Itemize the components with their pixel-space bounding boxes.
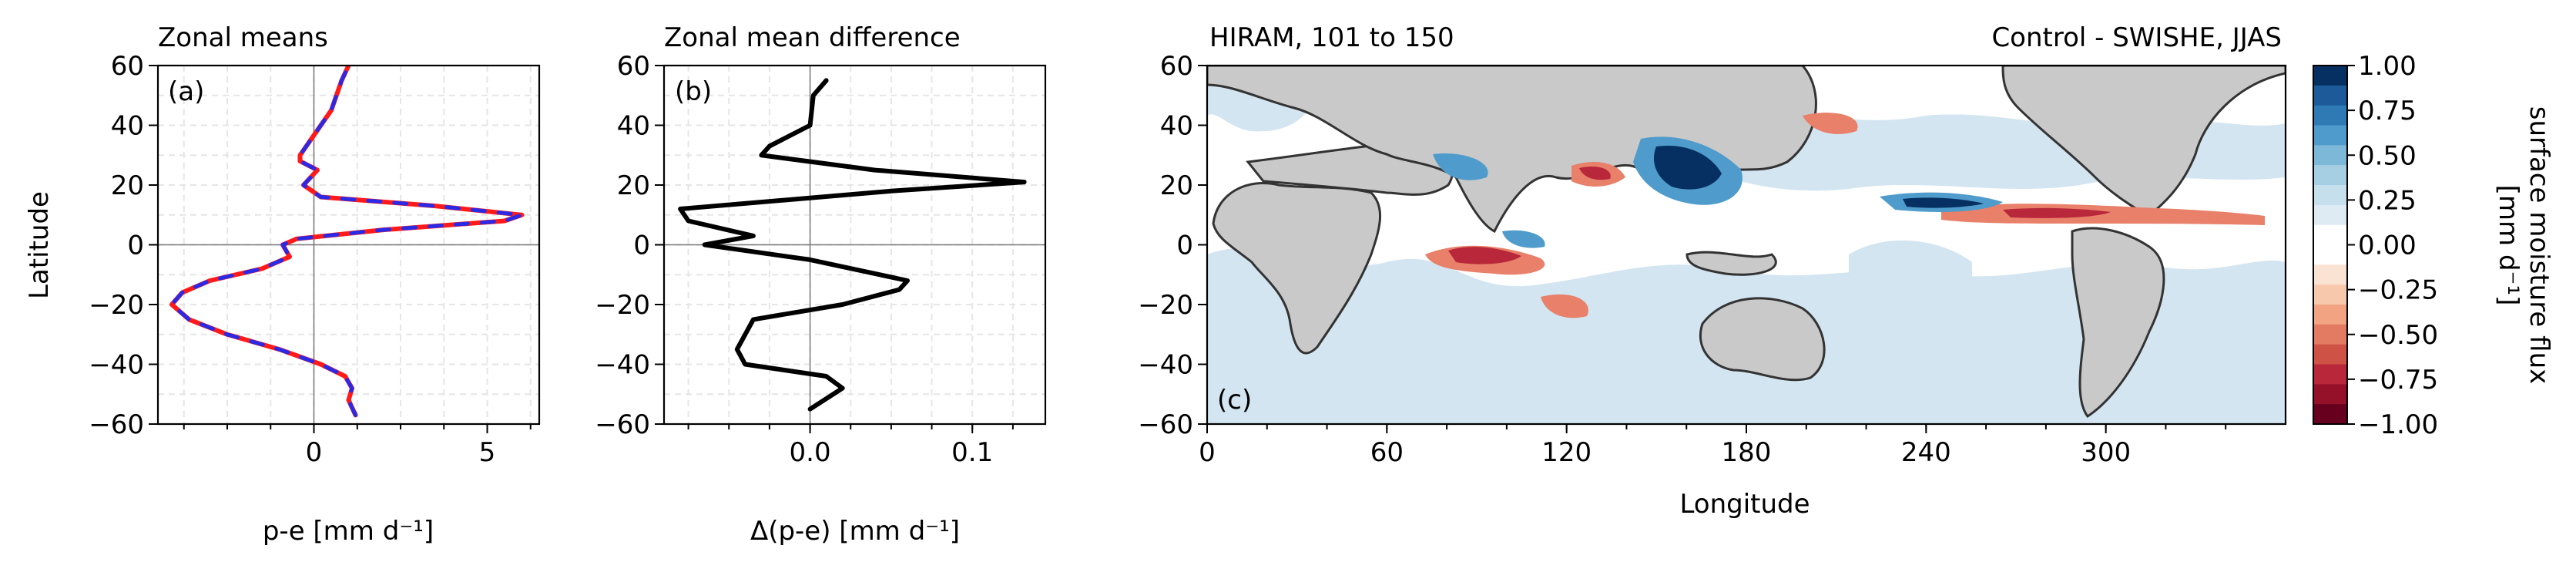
panel-b-xlabel: Δ(p-e) [mm d⁻¹] bbox=[750, 516, 960, 547]
b-ytick-label: 40 bbox=[617, 111, 650, 142]
panel-b: Zonal mean difference −60 −40 −20 0 20 40 60 0.… bbox=[595, 22, 1047, 547]
a-ytick-label: −20 bbox=[89, 290, 144, 321]
colorbar-cell bbox=[2313, 165, 2347, 186]
panel-b-zero-line bbox=[664, 66, 1045, 424]
panel-c-title-right: Control - SWISHE, JJAS bbox=[1991, 22, 2282, 53]
colorbar-label-line2: [mm d⁻¹] bbox=[2493, 185, 2524, 306]
b-xtick-label: 0.0 bbox=[790, 437, 831, 468]
panel-a-title: Zonal means bbox=[158, 22, 328, 53]
a-series-line-0 bbox=[169, 66, 525, 418]
colorbar-cell bbox=[2313, 264, 2347, 285]
c-xtick-label: 120 bbox=[1541, 437, 1592, 468]
panel-b-series bbox=[678, 78, 1027, 412]
colorbar-ticks: 1.00 0.75 0.50 0.25 0.00 −0.25 −0.50 −0.75 −1.00 bbox=[2347, 51, 2438, 440]
b-ytick-label: 60 bbox=[617, 51, 650, 82]
a-ytick-label: 60 bbox=[111, 51, 144, 82]
c-xtick-label: 300 bbox=[2081, 437, 2131, 468]
panel-a-zero-line bbox=[158, 66, 539, 424]
a-ytick-label: 40 bbox=[111, 111, 144, 142]
c-ytick-label: −20 bbox=[1138, 290, 1193, 321]
map-strong-positive bbox=[1653, 146, 1984, 208]
colorbar-tick-label: 1.00 bbox=[2358, 51, 2417, 82]
c-ytick-label: 60 bbox=[1160, 51, 1193, 82]
colorbar-cell bbox=[2313, 324, 2347, 345]
panel-c-label: (c) bbox=[1217, 385, 1252, 416]
colorbar-cell bbox=[2313, 305, 2347, 325]
panel-a-xlabel: p-e [mm d⁻¹] bbox=[263, 516, 434, 547]
colorbar-cell bbox=[2313, 204, 2347, 226]
panel-a-ylabel: Latitude bbox=[24, 191, 55, 299]
colorbar-cell bbox=[2313, 244, 2347, 265]
colorbar-cell bbox=[2313, 404, 2347, 425]
panel-b-ticks: −60 −40 −20 0 20 40 60 0.0 0.1 bbox=[595, 51, 1014, 468]
b-ytick-label: −60 bbox=[595, 409, 650, 440]
panel-a-ticks: −60 −40 −20 0 20 40 60 0 5 bbox=[89, 51, 532, 468]
colorbar-tick-label: −0.50 bbox=[2358, 320, 2438, 351]
panel-c: HIRAM, 101 to 150 Control - SWISHE, JJAS bbox=[1138, 22, 2287, 520]
a-xtick-label: 0 bbox=[306, 437, 323, 468]
b-series-line-0 bbox=[678, 78, 1027, 412]
colorbar-cell bbox=[2313, 66, 2347, 86]
colorbar-cell bbox=[2313, 284, 2347, 305]
a-xtick-label: 5 bbox=[479, 437, 496, 468]
colorbar-cell bbox=[2313, 384, 2347, 405]
colorbar-cells bbox=[2313, 66, 2347, 425]
panel-c-title: HIRAM, 101 to 150 bbox=[1209, 22, 1454, 53]
colorbar-tick-label: 0.00 bbox=[2358, 231, 2417, 261]
map-land bbox=[1207, 66, 2286, 419]
colorbar-tick-label: 0.75 bbox=[2358, 96, 2417, 126]
c-xtick-label: 240 bbox=[1901, 437, 1951, 468]
c-ytick-label: −40 bbox=[1138, 350, 1193, 381]
colorbar-tick-label: −0.25 bbox=[2358, 275, 2438, 306]
a-series-line-1 bbox=[169, 66, 524, 417]
colorbar: 1.00 0.75 0.50 0.25 0.00 −0.25 −0.50 −0.75 −1.00… bbox=[2313, 51, 2554, 440]
panel-c-ticks: −60 −40 −20 0 20 40 60 0 60 120 180 240 300 bbox=[1138, 51, 2227, 468]
c-ytick-label: −60 bbox=[1138, 409, 1193, 440]
colorbar-label-line1: surface moisture flux bbox=[2524, 106, 2554, 384]
colorbar-cell bbox=[2313, 105, 2347, 126]
a-ytick-label: −60 bbox=[89, 409, 144, 440]
panel-a-series bbox=[169, 66, 525, 418]
b-ytick-label: −20 bbox=[595, 290, 650, 321]
c-ytick-label: 20 bbox=[1160, 170, 1193, 201]
colorbar-tick-label: 0.50 bbox=[2358, 140, 2417, 171]
panel-b-title: Zonal mean difference bbox=[664, 22, 961, 53]
b-xtick-label: 0.1 bbox=[951, 437, 993, 468]
colorbar-tick-label: 0.25 bbox=[2358, 185, 2417, 216]
map-strong-negative bbox=[1448, 166, 2111, 264]
panel-b-label: (b) bbox=[675, 76, 712, 107]
colorbar-cell bbox=[2313, 224, 2347, 246]
a-ytick-label: 20 bbox=[111, 170, 144, 201]
b-ytick-label: −40 bbox=[595, 350, 650, 381]
colorbar-cell bbox=[2313, 364, 2347, 385]
colorbar-cell bbox=[2313, 85, 2347, 106]
colorbar-cell bbox=[2313, 185, 2347, 206]
c-xtick-label: 0 bbox=[1199, 437, 1216, 468]
c-ytick-label: 40 bbox=[1160, 111, 1193, 142]
a-ytick-label: 0 bbox=[127, 231, 144, 261]
colorbar-cell bbox=[2313, 344, 2347, 365]
colorbar-cell bbox=[2313, 125, 2347, 146]
colorbar-tick-label: −1.00 bbox=[2358, 409, 2438, 440]
b-ytick-label: 20 bbox=[617, 170, 650, 201]
c-xtick-label: 60 bbox=[1370, 437, 1404, 468]
panel-a: Zonal means −60 −40 −20 0 20 40 60 0 5 (a) p-e [… bbox=[24, 22, 541, 547]
map-field: (c) bbox=[1207, 66, 2286, 424]
c-xtick-label: 180 bbox=[1722, 437, 1772, 468]
c-ytick-label: 0 bbox=[1176, 231, 1193, 261]
b-ytick-label: 0 bbox=[633, 231, 650, 261]
colorbar-cell bbox=[2313, 145, 2347, 166]
colorbar-tick-label: −0.75 bbox=[2358, 365, 2438, 396]
panel-a-label: (a) bbox=[168, 76, 204, 107]
a-ytick-label: −40 bbox=[89, 350, 144, 381]
panel-c-xlabel: Longitude bbox=[1679, 489, 1810, 520]
